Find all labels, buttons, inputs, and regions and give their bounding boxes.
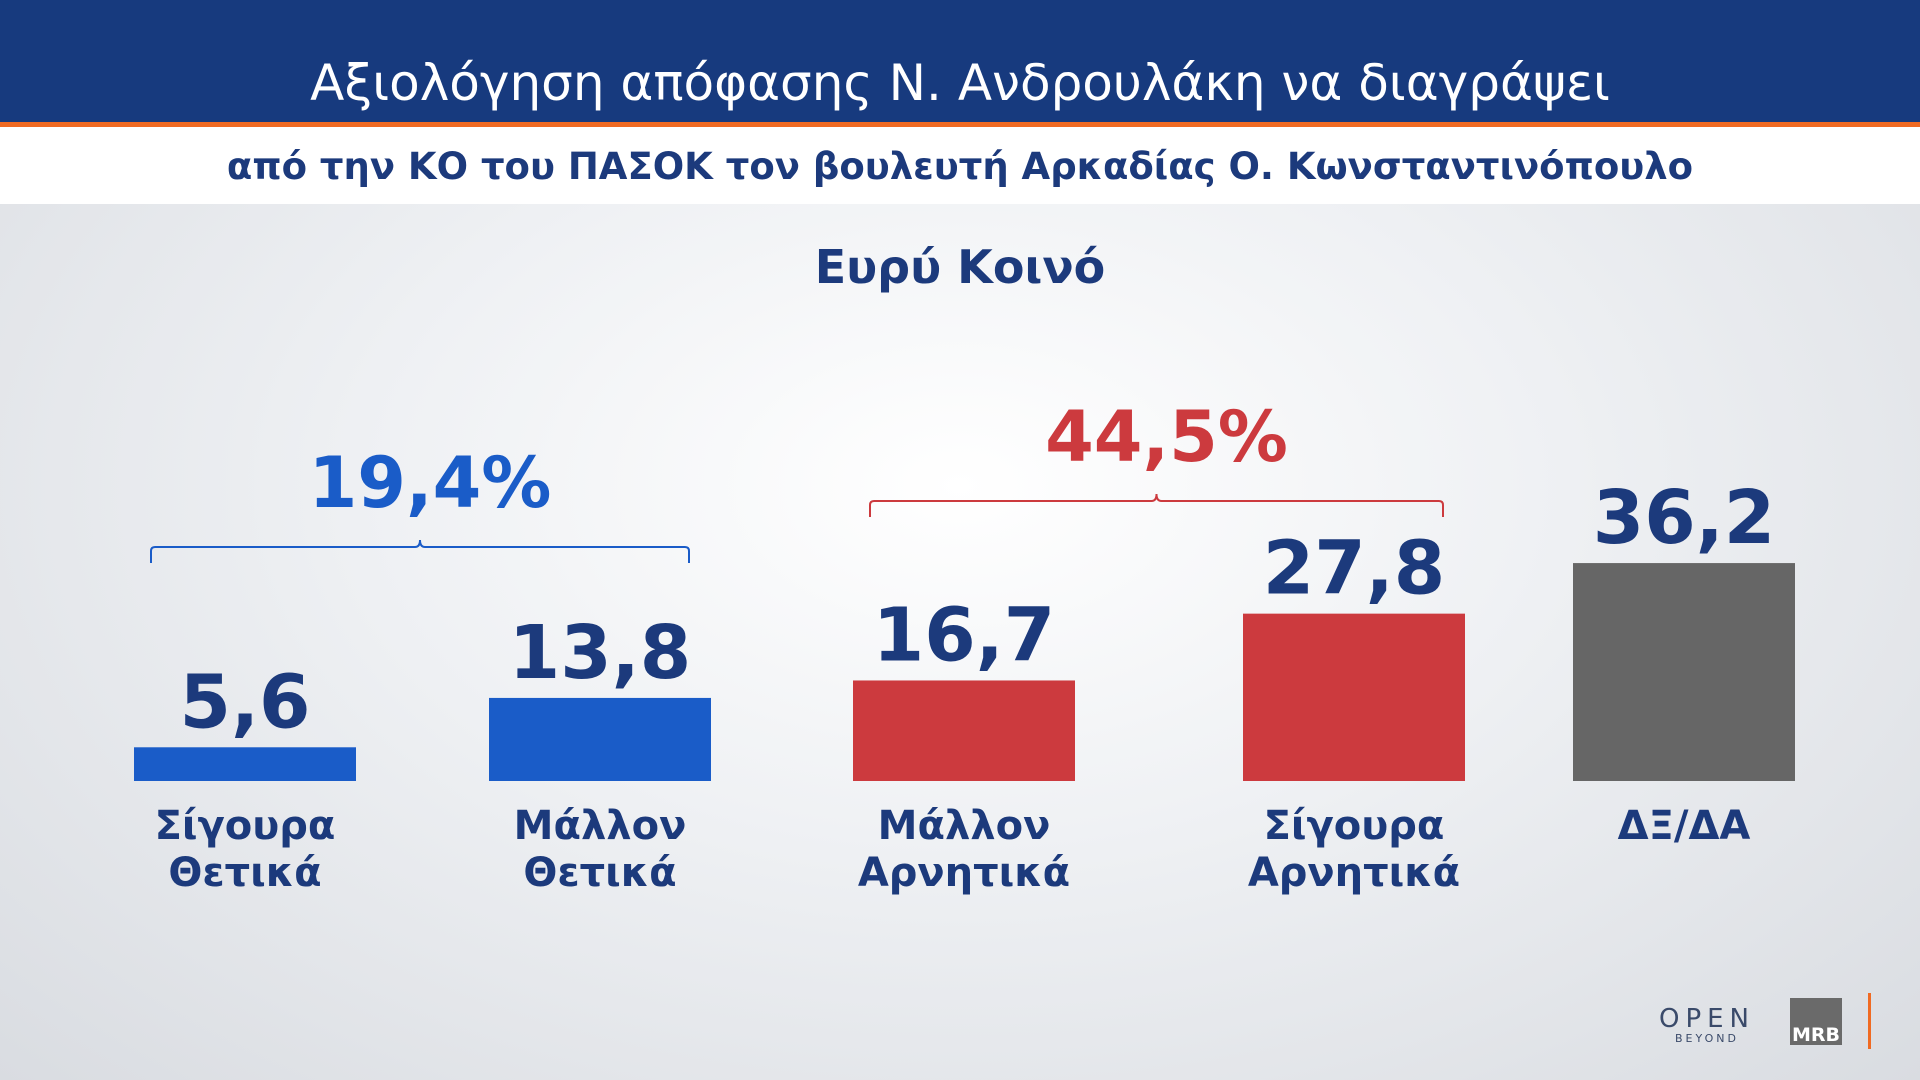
subtitle: από την ΚΟ του ΠΑΣΟΚ τον βουλευτή Αρκαδί… [227,145,1693,188]
bar [1573,563,1795,781]
group-label: 19,4% [309,442,552,524]
logo-open: OPEN [1659,1004,1755,1034]
category-label: Σίγουρα Αρνητικά [1247,803,1461,896]
category-label: Μάλλον Αρνητικά [857,803,1071,896]
group-bracket [869,493,1444,517]
header-band [0,0,1920,122]
logo-open-sub: BEYOND [1675,1032,1739,1045]
bar [853,680,1075,781]
category-label: Μάλλον Θετικά [513,803,687,896]
value-label: 5,6 [179,659,310,745]
bar [489,697,711,781]
category-label: ΔΞ/ΔΑ [1617,803,1751,849]
chart-title: Ευρύ Κοινό [815,240,1106,294]
value-label: 13,8 [509,610,692,696]
subtitle-band [0,127,1920,204]
category-label: Σίγουρα Θετικά [154,803,336,896]
bar [134,747,356,781]
group-bracket [150,539,690,563]
group-label: 44,5% [1045,396,1288,478]
logo-mrb-box [1790,998,1842,1045]
bar [1243,613,1465,781]
value-label: 36,2 [1593,475,1776,561]
value-label: 27,8 [1263,526,1446,612]
logo-rule [1868,993,1871,1049]
logo-mrb: MRB [1792,1024,1840,1046]
title: Αξιολόγηση απόφασης Ν. Ανδρουλάκη να δια… [310,54,1610,112]
header-rule [0,122,1920,127]
value-label: 16,7 [873,592,1056,678]
